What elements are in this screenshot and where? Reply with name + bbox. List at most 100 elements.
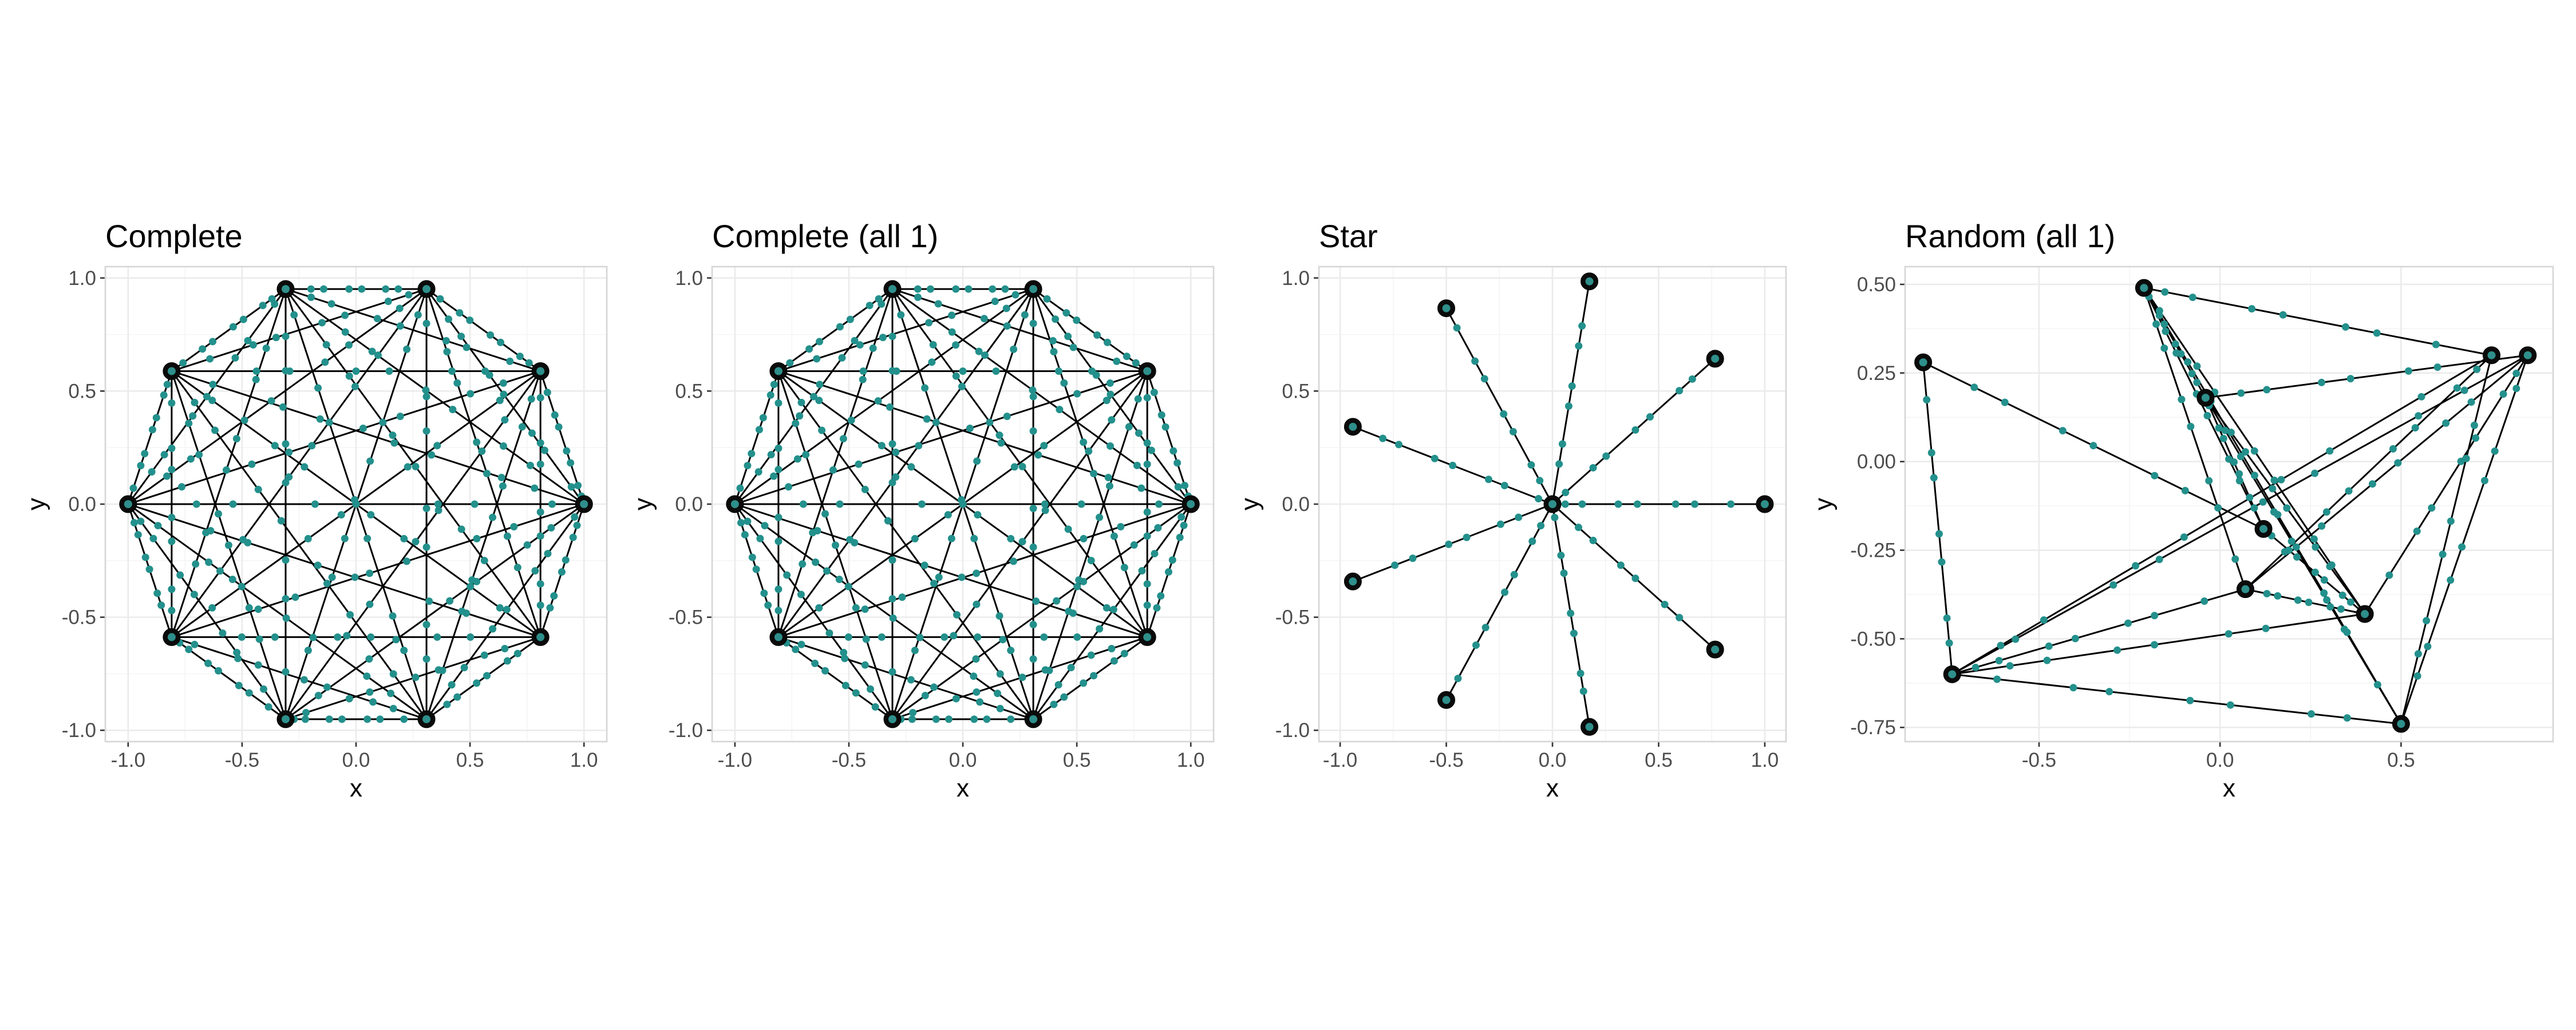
edge-sample-point — [1041, 500, 1049, 508]
edge-sample-point — [345, 695, 353, 703]
edge-sample-point — [1053, 597, 1061, 605]
edge-sample-point — [975, 347, 983, 355]
edge-sample-point — [736, 484, 744, 492]
edge-sample-point — [2326, 603, 2334, 611]
node-center — [1442, 304, 1451, 312]
edge-sample-point — [1029, 393, 1037, 401]
edge-sample-point — [1117, 523, 1125, 531]
edge-sample-point — [527, 395, 535, 403]
edge-sample-point — [786, 359, 794, 367]
edge-sample-point — [805, 345, 813, 353]
edge-sample-point — [1110, 532, 1118, 540]
edge-sample-point — [2415, 412, 2423, 420]
panel-border — [104, 266, 608, 743]
edge-sample-point — [282, 440, 290, 448]
edge-sample-point — [137, 462, 145, 470]
edge-sample-point — [1500, 410, 1508, 418]
edge-sample-point — [2237, 453, 2245, 461]
edge-sample-point — [291, 593, 299, 601]
edge-sample-point — [352, 367, 360, 375]
edge-sample-point — [314, 692, 322, 700]
edge-sample-point — [2411, 424, 2419, 432]
edge-sample-point — [2270, 508, 2278, 516]
edge-sample-point — [1570, 629, 1578, 637]
edge-sample-point — [304, 534, 312, 542]
edge-sample-point — [259, 685, 267, 693]
edge-sample-point — [466, 316, 474, 324]
edge-sample-point — [500, 390, 508, 398]
edge-sample-point — [536, 601, 544, 609]
x-tick-label: -1.0 — [718, 749, 752, 771]
edge-sample-point — [2404, 367, 2412, 375]
node-center — [888, 285, 896, 294]
edge-sample-point — [1151, 549, 1159, 557]
edge-sample-point — [829, 466, 837, 474]
edge-sample-point — [974, 511, 982, 519]
edge-sample-point — [1551, 513, 1559, 521]
edge-sample-point — [1073, 583, 1081, 591]
edge-sample-point — [279, 403, 287, 411]
edge-sample-point — [301, 463, 309, 471]
edge-sample-point — [932, 418, 940, 426]
edge-sample-point — [574, 481, 582, 489]
edge-sample-point — [345, 285, 353, 293]
y-tick-label: 1.0 — [1282, 267, 1310, 290]
edge-sample-point — [884, 517, 892, 525]
edge-sample-point — [966, 425, 974, 433]
edge-sample-point — [168, 466, 176, 474]
edge-sample-point — [434, 666, 442, 674]
edge-sample-point — [282, 556, 290, 564]
edge-sample-point — [1133, 461, 1141, 469]
edge-sample-point — [1579, 687, 1587, 695]
edge-sample-point — [367, 633, 375, 641]
edge-sample-point — [888, 595, 896, 603]
edge-sample-point — [2413, 672, 2421, 680]
edge-sample-point — [1080, 438, 1088, 446]
edge-sample-point — [163, 472, 171, 480]
edge-sample-point — [907, 676, 915, 684]
edge-sample-point — [207, 526, 215, 534]
node-center — [774, 367, 783, 375]
edge — [1445, 504, 1554, 700]
edge-sample-point — [1589, 537, 1597, 545]
edge-sample-point — [1500, 482, 1508, 490]
edge-sample-point — [319, 285, 327, 293]
edge-sample-point — [1971, 663, 1980, 671]
edge-sample-point — [2424, 643, 2432, 651]
edge-sample-point — [558, 568, 566, 576]
node-center — [1029, 715, 1038, 723]
edge-sample-point — [366, 600, 374, 608]
edge-sample-point — [856, 341, 864, 349]
edge — [777, 288, 893, 372]
edge-sample-point — [2155, 307, 2163, 315]
edge-sample-point — [404, 463, 412, 471]
edge-sample-point — [536, 532, 544, 540]
edge — [1952, 673, 2401, 725]
edge-sample-point — [2428, 504, 2436, 512]
edge-sample-point — [311, 500, 319, 508]
edge-sample-point — [1672, 500, 1680, 508]
node-center — [536, 367, 545, 375]
edge-sample-point — [497, 474, 505, 482]
edge-sample-point — [1170, 447, 1178, 455]
edge-sample-point — [859, 367, 867, 375]
edge-sample-point — [941, 633, 949, 641]
edge-sample-point — [775, 466, 783, 474]
edge-sample-point — [1633, 500, 1641, 508]
edge-samples — [1923, 288, 2520, 722]
edge-sample-point — [422, 620, 430, 628]
edge-sample-point — [915, 442, 923, 450]
edge-sample-point — [921, 384, 929, 392]
edge-sample-point — [206, 355, 214, 363]
edge-sample-point — [567, 459, 575, 467]
edge-sample-point — [2417, 393, 2425, 401]
edge-sample-point — [555, 423, 563, 431]
edge-sample-point — [1555, 460, 1563, 468]
edge-sample-point — [1631, 426, 1639, 434]
edge-sample-point — [2442, 419, 2450, 427]
edge-sample-point — [2432, 340, 2440, 348]
edge-sample-point — [189, 412, 197, 420]
node-center — [281, 285, 290, 294]
edge-sample-point — [1602, 452, 1610, 460]
edge-sample-point — [351, 382, 359, 390]
